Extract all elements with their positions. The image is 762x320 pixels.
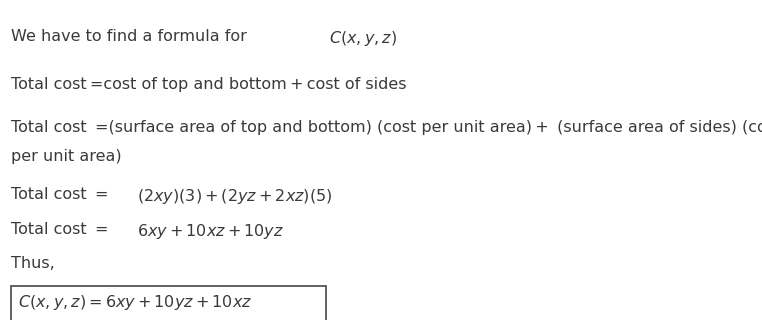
Text: Total cost  =: Total cost =: [11, 222, 109, 237]
Text: per unit area): per unit area): [11, 149, 122, 164]
Text: $C(x, y, z) = 6xy+10yz+10xz$: $C(x, y, z) = 6xy+10yz+10xz$: [18, 293, 251, 312]
Text: $(2xy)(3)+(2yz+2xz)(5)$: $(2xy)(3)+(2yz+2xz)(5)$: [137, 187, 333, 206]
Text: $C(x, y, z)$: $C(x, y, z)$: [329, 29, 397, 48]
Text: We have to find a formula for: We have to find a formula for: [11, 29, 258, 44]
Text: Total cost  =: Total cost =: [11, 187, 109, 202]
Text: Total cost  =(surface area of top and bottom) (cost per unit area) +  (surface a: Total cost =(surface area of top and bot…: [11, 120, 762, 135]
Text: Total cost =cost of top and bottom + cost of sides: Total cost =cost of top and bottom + cos…: [11, 77, 407, 92]
Text: $6xy+10xz+10yz$: $6xy+10xz+10yz$: [137, 222, 284, 241]
Text: Thus,: Thus,: [11, 256, 55, 271]
